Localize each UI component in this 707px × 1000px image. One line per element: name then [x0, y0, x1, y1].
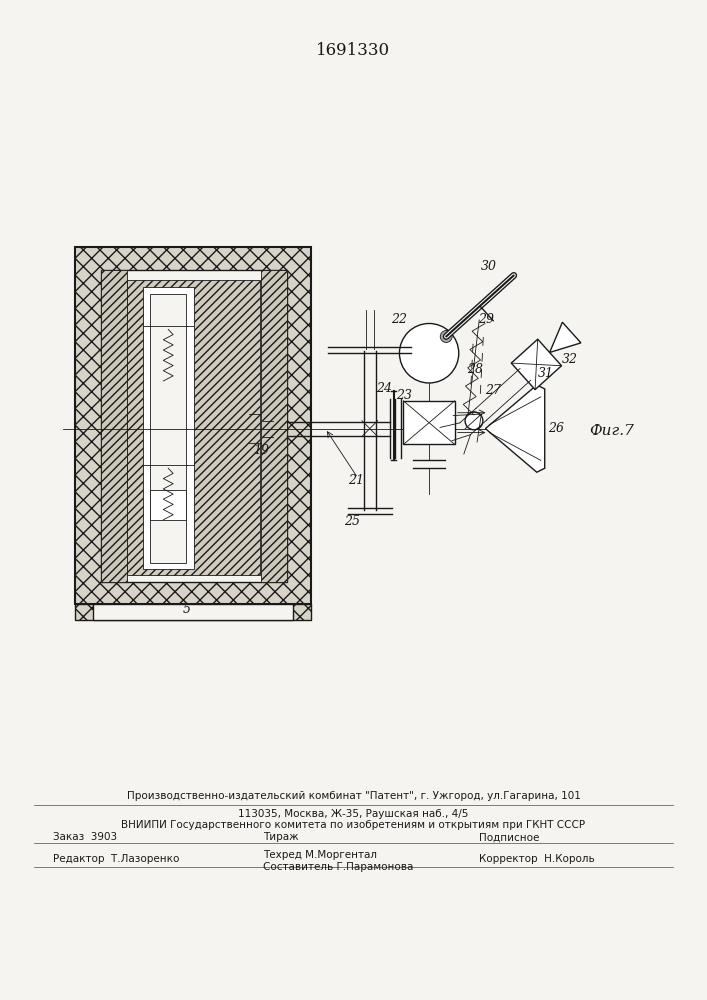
Bar	[151, 294, 186, 563]
Text: 19: 19	[253, 444, 269, 457]
Polygon shape	[486, 385, 544, 472]
Bar	[151, 490, 186, 520]
Text: Фиг.7: Фиг.7	[589, 424, 634, 438]
Text: Производственно-издательский комбинат "Патент", г. Ужгород, ул.Гагарина, 101: Производственно-издательский комбинат "П…	[127, 791, 580, 801]
Text: Тираж: Тираж	[263, 832, 298, 842]
Bar	[76, 604, 310, 620]
Text: 28: 28	[467, 363, 483, 376]
Polygon shape	[511, 339, 561, 390]
Text: 31: 31	[538, 367, 554, 380]
Text: 30: 30	[480, 260, 496, 273]
Bar	[101, 270, 127, 582]
Text: Заказ  3903: Заказ 3903	[53, 832, 117, 842]
Text: Составитель Г.Парамонова: Составитель Г.Парамонова	[263, 862, 413, 872]
Circle shape	[465, 412, 483, 430]
Text: 32: 32	[561, 353, 578, 366]
Circle shape	[399, 323, 459, 383]
Text: 113035, Москва, Ж-35, Раушская наб., 4/5: 113035, Москва, Ж-35, Раушская наб., 4/5	[238, 809, 469, 819]
Polygon shape	[549, 322, 581, 352]
Text: 5: 5	[183, 603, 191, 616]
Text: 27: 27	[485, 384, 501, 397]
Text: 1691330: 1691330	[316, 42, 390, 59]
Text: Техред М.Моргентал: Техред М.Моргентал	[263, 850, 377, 860]
Text: Корректор  Н.Король: Корректор Н.Король	[479, 854, 595, 864]
Text: 24: 24	[375, 382, 392, 395]
Text: 29: 29	[479, 313, 494, 326]
Text: 22: 22	[392, 313, 407, 326]
Bar	[261, 270, 287, 582]
Bar	[404, 401, 455, 444]
Bar	[127, 280, 260, 575]
Text: 25: 25	[344, 515, 360, 528]
Text: ВНИИПИ Государственного комитета по изобретениям и открытиям при ГКНТ СССР: ВНИИПИ Государственного комитета по изоб…	[122, 820, 585, 830]
Text: 21: 21	[348, 474, 364, 487]
Bar	[101, 270, 287, 582]
Text: 26: 26	[548, 422, 563, 435]
Text: 23: 23	[397, 389, 412, 402]
Bar	[93, 604, 293, 620]
Bar	[76, 247, 310, 604]
Bar	[143, 287, 194, 569]
Circle shape	[440, 331, 452, 342]
Text: Подписное: Подписное	[479, 832, 539, 842]
Text: Редактор  Т.Лазоренко: Редактор Т.Лазоренко	[53, 854, 180, 864]
